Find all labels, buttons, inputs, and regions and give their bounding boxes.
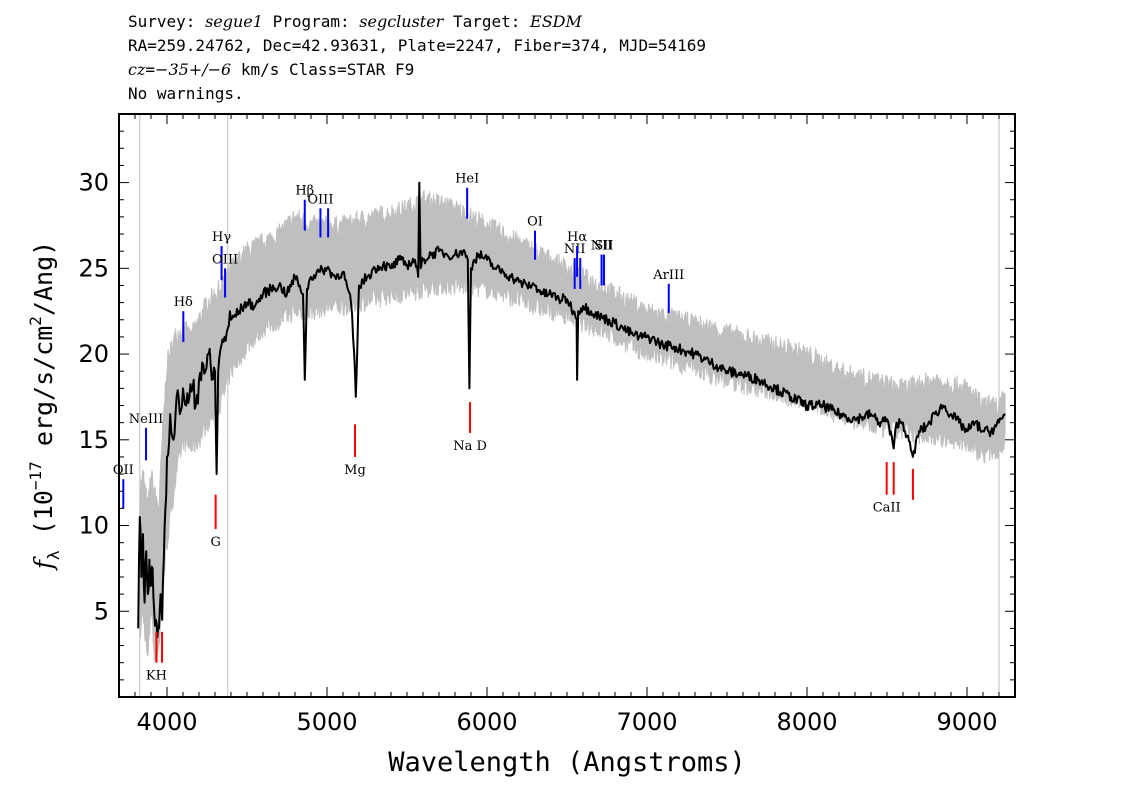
x-tick-label: 7000 — [616, 708, 677, 736]
absorption-line-label: G — [210, 535, 220, 550]
cz-units-class: km/s Class=STAR F9 — [231, 60, 415, 79]
y-tick-label: 25 — [78, 254, 109, 282]
emission-line-label: OIII — [212, 252, 238, 267]
x-tick-label: 9000 — [936, 708, 997, 736]
x-tick-label: 8000 — [776, 708, 837, 736]
y-axis-label-sq: 2 — [26, 316, 45, 326]
cz-value: −35+/−6 — [155, 60, 232, 79]
absorption-line-label: Mg — [344, 463, 366, 478]
program-value: segcluster — [359, 12, 444, 31]
cz-equals: = — [145, 60, 156, 79]
y-axis-label-close: /Ang) — [29, 241, 58, 316]
y-tick-label: 5 — [94, 597, 109, 625]
y-tick-label: 20 — [78, 340, 109, 368]
header-line-warnings: No warnings. — [128, 84, 244, 103]
y-axis-ticks: 5 10 15 20 25 30 — [78, 130, 1015, 681]
emission-line-label: Hδ — [174, 295, 193, 310]
emission-line-label: OIII — [307, 192, 333, 207]
target-value: ESDM — [530, 12, 582, 31]
y-axis-label-exp: −17 — [26, 461, 45, 490]
emission-line-label: Hγ — [212, 230, 231, 245]
absorption-line-label: CaII — [873, 501, 901, 516]
emission-line-label: HeI — [455, 172, 479, 187]
target-label: Target: — [443, 12, 531, 31]
x-axis-label: Wavelength (Angstroms) — [388, 747, 746, 778]
emission-line-label: Hα — [567, 230, 587, 245]
header-line-redshift: cz=−35+/−6 km/s Class=STAR F9 — [128, 58, 706, 82]
emission-line-label: NII — [564, 242, 586, 257]
cz-label: cz — [128, 60, 146, 79]
spectral-line-markers: OIINeIIIHδHγOIIIHβOIIIHeIOINIIHαNIISIIAr… — [113, 172, 914, 684]
survey-label: Survey: — [128, 12, 206, 31]
x-tick-label: 5000 — [296, 708, 357, 736]
y-tick-label: 15 — [78, 426, 109, 454]
survey-value: segue1 — [205, 12, 263, 31]
emission-line-label: NII — [591, 239, 613, 254]
emission-line-label: OII — [113, 463, 134, 478]
emission-line-label: Hβ — [295, 184, 314, 199]
absorption-line-label: Na D — [453, 439, 487, 454]
emission-line-label: ArIII — [652, 268, 684, 283]
y-tick-label: 30 — [78, 169, 109, 197]
flux-line — [137, 181, 1006, 638]
emission-line-label: NeIII — [129, 412, 163, 427]
y-axis-label: fλ (10−17 erg/s/cm2/Ang) — [26, 241, 63, 571]
flux-series — [137, 181, 1006, 638]
spectrum-header: Survey: segue1 Program: segcluster Targe… — [128, 10, 706, 106]
absorption-line-label: KH — [146, 669, 167, 684]
y-axis-label-mid: erg/s/cm — [29, 326, 58, 461]
emission-line-label: SII — [594, 239, 613, 254]
error-envelope — [139, 189, 1006, 662]
emission-line-label: OI — [527, 215, 543, 230]
y-axis-label-f: f — [29, 556, 58, 571]
y-tick-label: 10 — [78, 512, 109, 540]
x-tick-label: 6000 — [456, 708, 517, 736]
program-label: Program: — [262, 12, 360, 31]
y-axis-label-open: (10 — [29, 490, 58, 550]
error-envelope-band — [139, 189, 1006, 662]
header-line-survey: Survey: segue1 Program: segcluster Targe… — [128, 10, 706, 34]
x-axis-ticks: 4000 5000 6000 7000 8000 9000 — [118, 114, 1016, 736]
y-axis-label-lambda: λ — [44, 550, 63, 560]
header-line-coordinates: RA=259.24762, Dec=42.93631, Plate=2247, … — [128, 36, 706, 55]
x-tick-label: 4000 — [136, 708, 197, 736]
